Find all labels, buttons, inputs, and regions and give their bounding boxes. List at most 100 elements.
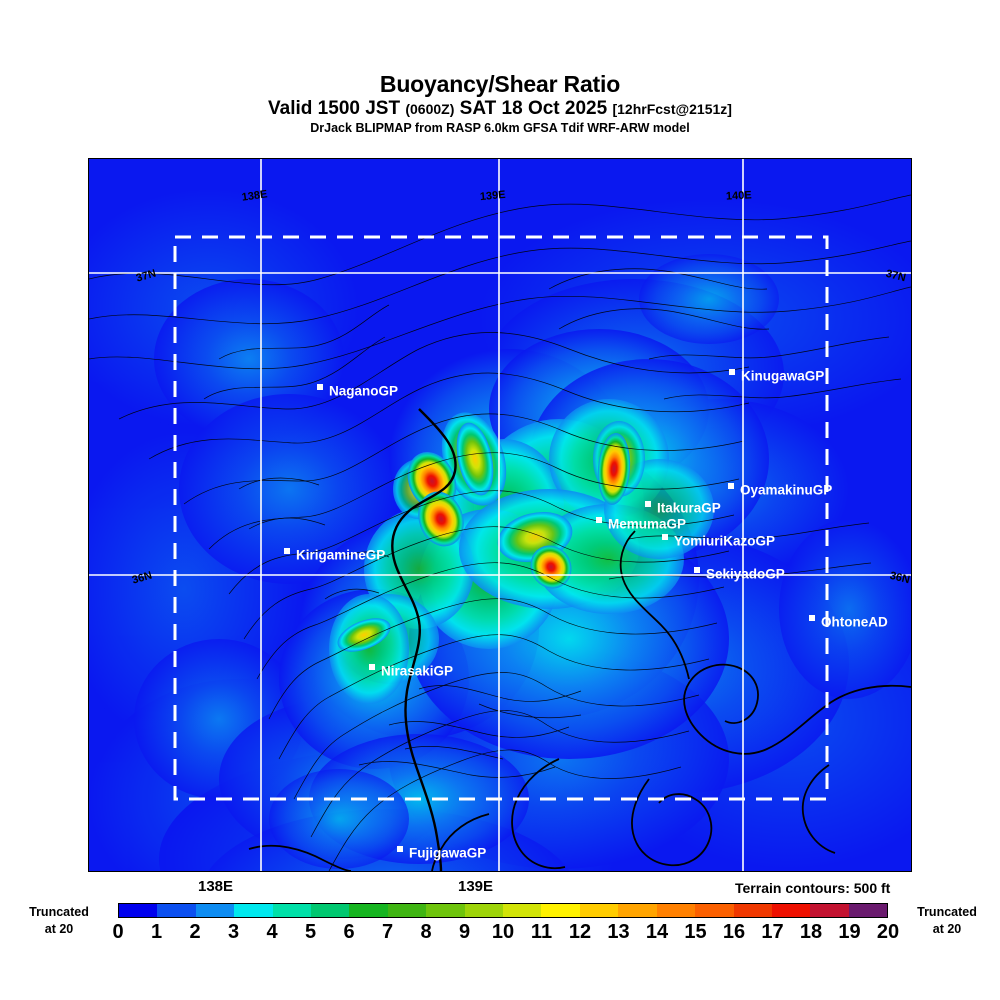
station-label: KinugawaGP <box>741 369 824 384</box>
colorbar-tick-18: 18 <box>799 921 823 943</box>
grid-label-140E: 140E <box>726 189 752 202</box>
station-fujigawagp[interactable]: FujigawaGP <box>397 846 486 861</box>
colorbar-swatch-9[interactable] <box>464 904 504 917</box>
station-layer[interactable]: NaganoGP KinugawaGP OyamakinuGP ItakuraGPMe… <box>284 369 888 861</box>
valid-date: SAT 18 Oct 2025 <box>459 98 608 120</box>
axis-label-139E: 139E <box>458 878 494 895</box>
colorbar-swatch-5[interactable] <box>311 904 350 917</box>
station-marker-icon <box>596 517 602 523</box>
forecast-stamp: [12hrFcst@2151z] <box>612 101 732 118</box>
station-yomiurikazogp[interactable]: YomiuriKazoGP <box>662 534 775 549</box>
grid-label-36N-right: 36N <box>888 570 911 587</box>
colorbar-tick-17: 17 <box>761 921 784 943</box>
station-label: OhtoneAD <box>821 615 888 630</box>
page-title: Buoyancy/Shear Ratio <box>379 71 621 97</box>
station-naganogp[interactable]: NaganoGP <box>317 384 398 399</box>
colorbar-swatch-4[interactable] <box>272 904 312 917</box>
station-label: FujigawaGP <box>409 846 486 861</box>
truncated-right-line1: Truncated <box>917 905 977 919</box>
truncated-left-line1: Truncated <box>29 905 89 919</box>
terrain-contours <box>89 194 911 871</box>
axis-label-138E: 138E <box>198 878 234 895</box>
station-label: NaganoGP <box>329 384 398 399</box>
colorbar-swatch-10[interactable] <box>503 904 542 917</box>
colorbar-tick-4: 4 <box>266 921 278 943</box>
colorbar-swatch-14[interactable] <box>656 904 696 917</box>
colorbar-tick-labels: 0 1 2 3 4 5 6 7 8 9 10 11 12 13 14 15 16 17 18 19 20 <box>112 919 899 945</box>
station-marker-icon <box>397 846 403 852</box>
colorbar-swatch-0[interactable] <box>119 904 158 917</box>
colorbar-swatch-19[interactable] <box>848 904 888 917</box>
station-label: NirasakiGP <box>381 664 453 679</box>
station-marker-icon <box>809 615 815 621</box>
colorbar-swatch-15[interactable] <box>695 904 734 917</box>
station-marker-icon <box>317 384 323 390</box>
colorbar-tick-20: 20 <box>876 921 900 943</box>
colorbar-tick-7: 7 <box>381 921 394 943</box>
colorbar-swatch-2[interactable] <box>195 904 235 917</box>
colorbar-swatch-18[interactable] <box>810 904 849 917</box>
station-marker-icon <box>694 567 700 573</box>
colorbar-swatch-13[interactable] <box>618 904 657 917</box>
map-canvas[interactable]: 138E 139E 140E 37N 37N 36N 36N NaganoGP K… <box>89 159 911 871</box>
truncated-right-line2: at 20 <box>932 921 962 936</box>
terrain-main-ridge-contour <box>391 408 457 871</box>
valid-time-line: Valid 1500 JST (0600Z) SAT 18 Oct 2025 [… <box>0 99 1000 119</box>
station-kinugawagp[interactable]: KinugawaGP <box>729 369 824 384</box>
colorbar-swatch-3[interactable] <box>234 904 273 917</box>
colorbar-swatch-6[interactable] <box>349 904 388 917</box>
station-memumagp[interactable]: MemumaGP <box>596 517 686 532</box>
valid-time-prefix: Valid 1500 JST <box>268 98 401 120</box>
colorbar-swatch-16[interactable] <box>733 904 772 917</box>
colorbar-swatch-1[interactable] <box>157 904 196 917</box>
station-marker-icon <box>645 501 651 507</box>
station-label: KirigamineGP <box>296 548 385 563</box>
station-marker-icon <box>662 534 668 540</box>
station-marker-icon <box>369 664 375 670</box>
colorbar-tick-9: 9 <box>458 921 471 943</box>
colorbar-swatch-12[interactable] <box>579 904 619 917</box>
colorbar-swatch-7[interactable] <box>387 904 427 917</box>
terrain-contour-note: Terrain contours: 500 ft <box>735 880 891 896</box>
colorbar-tick-12: 12 <box>568 921 592 943</box>
colorbar-tick-0: 0 <box>112 921 124 943</box>
colorbar-swatch-17[interactable] <box>771 904 811 917</box>
colorbar-tick-19: 19 <box>838 921 861 943</box>
colorbar-tick-14: 14 <box>645 921 669 943</box>
colorbar[interactable]: Truncated at 20 0 1 2 3 4 5 6 7 8 9 10 11 12 13 14 15 16… <box>0 900 1000 960</box>
truncated-left-line2: at 20 <box>44 921 74 936</box>
colorbar-tick-5: 5 <box>304 921 317 943</box>
colorbar-tick-8: 8 <box>420 921 432 943</box>
graticule <box>89 159 911 871</box>
forecast-domain-box <box>173 235 829 801</box>
colorbar-swatch-8[interactable] <box>426 904 465 917</box>
station-label: YomiuriKazoGP <box>674 534 775 549</box>
colorbar-swatch-11[interactable] <box>541 904 580 917</box>
colorbar-tick-1: 1 <box>150 921 163 943</box>
station-label: OyamakinuGP <box>740 483 832 498</box>
grid-label-36N-left: 36N <box>131 570 154 587</box>
valid-time-utc: (0600Z) <box>405 101 455 118</box>
graticule-labels: 138E 139E 140E 37N 37N 36N 36N <box>131 188 911 586</box>
colorbar-tick-15: 15 <box>684 921 707 943</box>
grid-label-138E: 138E <box>241 188 268 203</box>
station-kirigaminegp[interactable]: KirigamineGP <box>284 548 385 563</box>
field-hot-cores <box>337 422 631 652</box>
station-label: SekiyadoGP <box>706 567 785 582</box>
weather-map[interactable]: 138E 139E 140E 37N 37N 36N 36N NaganoGP K… <box>88 158 912 872</box>
station-itakuragp[interactable]: ItakuraGP <box>645 501 721 516</box>
station-nirasakigp[interactable]: NirasakiGP <box>369 664 453 679</box>
station-marker-icon <box>284 548 290 554</box>
station-oyamakinugp[interactable]: OyamakinuGP <box>728 483 832 498</box>
station-label: ItakuraGP <box>657 501 721 516</box>
colorbar-swatches[interactable] <box>118 903 888 918</box>
station-marker-icon <box>729 369 735 375</box>
grid-label-37N-right: 37N <box>884 268 907 285</box>
station-sekiyadogp[interactable]: SekiyadoGP <box>694 567 785 582</box>
colorbar-tick-11: 11 <box>530 921 553 943</box>
model-source-line: DrJack BLIPMAP from RASP 6.0km GFSA Tdif… <box>310 121 690 136</box>
colorbar-tick-10: 10 <box>491 921 515 943</box>
grid-label-37N-left: 37N <box>135 268 158 285</box>
colorbar-truncated-right: Truncated at 20 <box>892 904 1000 938</box>
station-ohtonead[interactable]: OhtoneAD <box>809 615 888 630</box>
